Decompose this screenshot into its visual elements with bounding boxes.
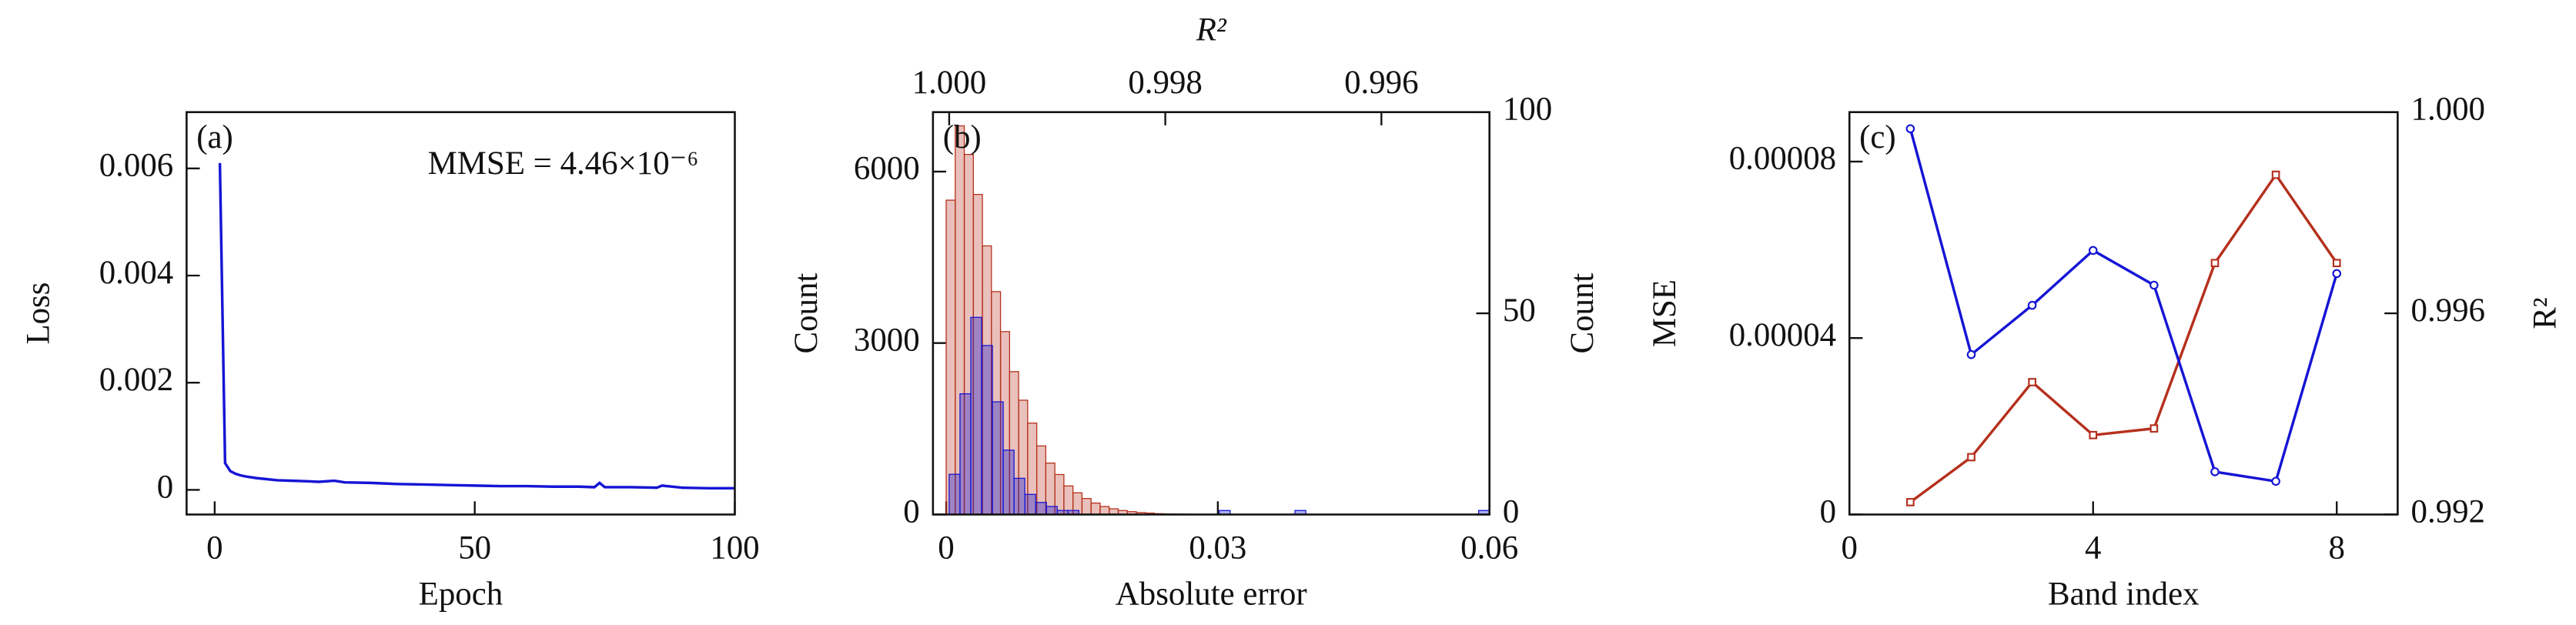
- x-tick-label: 0: [938, 530, 954, 566]
- y-tick-label: 0.002: [99, 362, 173, 398]
- marker: [2027, 300, 2037, 310]
- y-tick-label: 0: [157, 469, 173, 505]
- histogram-bar: [992, 401, 1004, 516]
- marker: [2271, 170, 2280, 179]
- y-tick-label: 0: [903, 493, 919, 530]
- y-tick-label: 0.006: [99, 148, 173, 184]
- annotation: (c): [1859, 119, 1896, 155]
- panel: 0 4 8 0 0.00004 0.00008 0.992 0.996 1.000 Band in…: [1647, 92, 2563, 613]
- y-tick-label: 0: [1503, 493, 1519, 530]
- x-tick-label: 0: [1842, 530, 1858, 566]
- histogram-bar: [945, 199, 956, 516]
- plot-frame: [186, 111, 736, 516]
- x-tick-label: 8: [2329, 530, 2345, 566]
- marker: [2332, 269, 2342, 279]
- histogram-bar: [948, 473, 961, 516]
- marker: [1906, 498, 1915, 506]
- x-tick-label: 4: [2085, 530, 2101, 566]
- x-axis-label: Epoch: [419, 576, 503, 612]
- line: [218, 162, 735, 490]
- line: [1909, 128, 2338, 483]
- x-tick-label: 0.06: [1460, 530, 1518, 566]
- y-tick-label: 0.004: [99, 255, 173, 291]
- marker: [2089, 430, 2098, 440]
- plot-frame: [932, 111, 1490, 516]
- marker: [2088, 246, 2098, 256]
- histogram-bar: [1035, 502, 1047, 516]
- x-axis-label: Absolute error: [1116, 576, 1307, 612]
- histogram-bar: [1024, 493, 1036, 516]
- panel: 0 0.03 0.06 1.000 0.998 0.996 0 3000 6000 0 50 100 A…: [788, 12, 1601, 613]
- y-tick-label: 0: [1820, 493, 1836, 530]
- marker: [1966, 349, 1976, 359]
- histogram-bar: [1090, 502, 1101, 516]
- x-axis-label: Band index: [2048, 576, 2200, 612]
- histogram-bar: [1002, 450, 1015, 516]
- line: [1909, 172, 2338, 503]
- y-axis-label: Count: [788, 273, 825, 354]
- marker: [2271, 476, 2280, 486]
- y2-axis-label: Count: [1564, 273, 1601, 354]
- y-axis-label: Loss: [20, 282, 56, 345]
- annotation: (b): [943, 119, 982, 155]
- y2-axis-label: R²: [2527, 297, 2563, 329]
- plot-frame: [1848, 111, 2399, 516]
- y-tick-label: 0.00004: [1729, 317, 1836, 353]
- histogram-bar: [1081, 498, 1092, 516]
- histogram-bar: [970, 316, 982, 516]
- y-axis-label: MSE: [1647, 279, 1683, 347]
- x-tick-label: 0: [206, 530, 222, 566]
- x-tick-label: 0.03: [1189, 530, 1246, 566]
- x-tick-label: 50: [458, 530, 491, 566]
- x2-axis-label: R²: [1196, 12, 1227, 48]
- marker: [2210, 467, 2220, 476]
- x-tick-label: 0.996: [1344, 65, 1418, 101]
- annotation: MMSE = 4.46×10⁻⁶: [428, 145, 699, 182]
- marker: [2028, 378, 2036, 386]
- panel: 0 50 100 0 0.002 0.004 0.006 Epoch Loss (a) MMSE =…: [20, 111, 760, 612]
- marker: [2210, 259, 2220, 268]
- y-tick-label: 100: [1503, 92, 1552, 128]
- annotation: (a): [196, 119, 233, 155]
- marker: [2149, 280, 2159, 290]
- y-tick-label: 50: [1503, 292, 1536, 329]
- histogram-bar: [959, 393, 972, 516]
- histogram-bar: [1099, 506, 1110, 516]
- marker: [2149, 424, 2159, 433]
- histogram-bar: [1013, 477, 1025, 516]
- y-tick-label: 6000: [854, 151, 920, 187]
- marker: [1905, 124, 1915, 134]
- y-tick-label: 0.00008: [1729, 141, 1836, 177]
- y-tick-label: 0.992: [2411, 493, 2485, 530]
- y-tick-label: 0.996: [2411, 292, 2485, 329]
- y-tick-label: 3000: [854, 323, 920, 359]
- marker: [1967, 453, 1975, 462]
- x-tick-label: 1.000: [912, 65, 986, 101]
- x-tick-label: 0.998: [1128, 65, 1202, 101]
- histogram-bar: [981, 345, 993, 516]
- x-tick-label: 100: [710, 530, 759, 566]
- marker: [2332, 259, 2341, 268]
- histogram-bar: [1045, 506, 1058, 516]
- y-tick-label: 1.000: [2411, 92, 2485, 128]
